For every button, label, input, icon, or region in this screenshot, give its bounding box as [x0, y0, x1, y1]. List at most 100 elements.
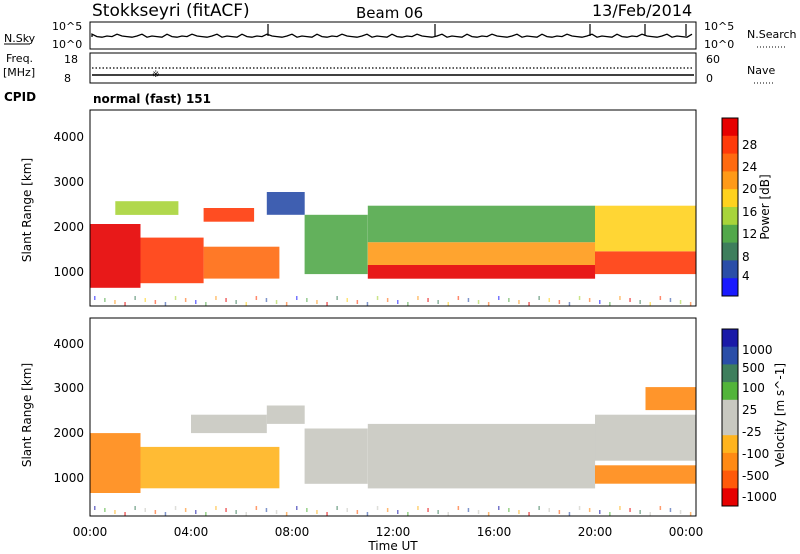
freq-tick-top: 18 [64, 53, 78, 66]
freq-panel [89, 52, 697, 84]
xtick-1600: 16:00 [477, 525, 512, 539]
vel-cb-tick-500: 500 [742, 361, 765, 375]
velocity-colorbar-swatch [722, 435, 738, 454]
power-speckle [548, 298, 550, 302]
velocity-speckle [245, 512, 247, 516]
vel-cb-tick-25: 25 [742, 403, 757, 417]
power-band-9 [367, 205, 596, 243]
velocity-speckle [356, 510, 359, 514]
velocity-band-8 [645, 387, 696, 411]
freq-tick-bottom: 8 [64, 72, 71, 85]
velocity-speckle [285, 512, 288, 516]
power-speckle [417, 296, 419, 300]
power-cb-tick-8: 8 [742, 250, 750, 264]
velocity-speckle [265, 508, 268, 512]
power-band-0 [90, 224, 141, 288]
velocity-speckle [599, 510, 601, 514]
power-speckle [104, 298, 106, 302]
power-band-4 [203, 208, 255, 222]
nave-tick-top: 60 [706, 53, 720, 66]
power-speckle [265, 298, 268, 302]
power-ytick-1000: 1000 [53, 265, 84, 279]
velocity-band-4 [304, 428, 368, 484]
velocity-speckle [548, 508, 550, 512]
nsearch-label: N.Search [747, 28, 797, 41]
power-speckle [679, 300, 682, 304]
velocity-speckle [538, 506, 540, 510]
power-speckle [184, 298, 187, 302]
vel-cb-tick-neg500: -500 [742, 469, 769, 483]
xtick-0000: 00:00 [73, 525, 108, 539]
power-band-5 [266, 192, 305, 215]
xtick-1200: 12:00 [376, 525, 411, 539]
velocity-speckle [174, 506, 177, 510]
power-speckle [498, 296, 500, 300]
power-speckle [477, 300, 480, 304]
velocity-speckle [669, 508, 672, 512]
power-ytick-3000: 3000 [53, 175, 84, 189]
vel-cb-tick-neg100: -100 [742, 447, 769, 461]
velocity-speckle [225, 508, 227, 512]
power-speckle [588, 298, 591, 302]
velocity-speckle [336, 506, 338, 510]
velocity-speckle [487, 512, 490, 516]
nave-tick-bottom: 0 [706, 72, 713, 85]
velocity-colorbar-swatch [722, 346, 738, 365]
velocity-speckle [689, 512, 692, 516]
velocity-speckle [649, 512, 651, 516]
power-speckle [669, 298, 672, 302]
power-speckle [659, 296, 662, 300]
velocity-colorbar-label: Velocity [m s^-1] [773, 363, 787, 467]
power-speckle [599, 300, 601, 304]
velocity-speckle [609, 512, 611, 516]
velocity-band-2 [191, 414, 267, 434]
power-band-2 [203, 246, 280, 279]
power-speckle [124, 302, 126, 306]
power-speckle [94, 296, 96, 300]
velocity-speckle [619, 506, 621, 510]
noise-panel [89, 21, 697, 50]
velocity-band-7 [595, 414, 696, 461]
noise-trace [91, 24, 693, 38]
noise-tick-left-top: 10^5 [52, 20, 82, 33]
velocity-speckle [275, 510, 278, 514]
power-speckle [275, 300, 278, 304]
velocity-speckle [386, 508, 389, 512]
cpid-value: normal (fast) 151 [93, 92, 211, 106]
velocity-speckle [346, 508, 348, 512]
velocity-speckle [629, 508, 631, 512]
velocity-colorbar-swatch [722, 417, 738, 436]
power-speckle [195, 300, 197, 304]
power-speckle [255, 296, 258, 300]
velocity-colorbar-swatch [722, 488, 738, 507]
velocity-speckle [205, 512, 207, 516]
power-speckle [336, 296, 338, 300]
vel-cb-tick-neg1000: -1000 [742, 490, 777, 504]
velocity-colorbar-swatch [722, 382, 738, 401]
power-colorbar-label: Power [dB] [758, 174, 772, 239]
power-colorbar-swatch [722, 278, 738, 297]
xtick-2400: 00:00 [669, 525, 704, 539]
nave-label: Nave [747, 64, 775, 77]
velocity-speckle [508, 508, 510, 512]
beam-title: Beam 06 [356, 4, 423, 22]
velocity-speckle [679, 510, 682, 514]
station-title: Stokkseyri (fitACF) [92, 1, 250, 21]
power-heatmap [90, 192, 696, 306]
velocity-ytick-4000: 4000 [53, 337, 84, 351]
power-speckle [447, 302, 449, 306]
xtick-0800: 08:00 [275, 525, 310, 539]
power-speckle [134, 296, 136, 300]
velocity-band-1 [140, 446, 280, 489]
velocity-speckle [558, 510, 561, 514]
velocity-speckle [366, 512, 369, 516]
power-speckle [578, 296, 581, 300]
noise-tick-right-bottom: 10^0 [704, 38, 734, 51]
velocity-band-6 [595, 465, 696, 484]
power-speckle [114, 300, 116, 304]
velocity-ytick-2000: 2000 [53, 426, 84, 440]
velocity-heatmap [90, 387, 696, 516]
power-speckle [558, 300, 561, 304]
power-speckle [154, 300, 157, 304]
power-speckle [649, 302, 651, 306]
